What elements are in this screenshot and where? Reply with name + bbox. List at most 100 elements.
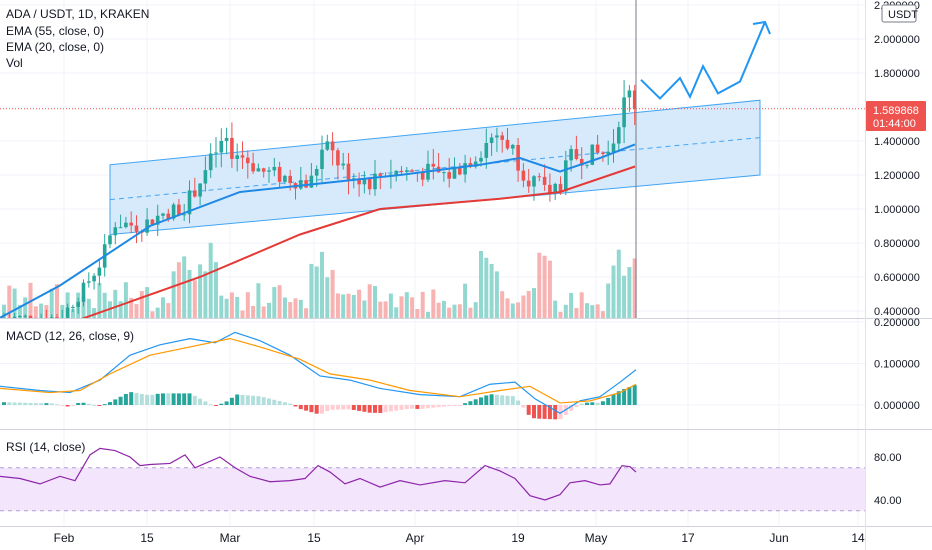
candle-body — [553, 183, 557, 194]
candle-body — [341, 163, 345, 166]
macd-histogram-bar — [622, 388, 627, 405]
rsi-axis[interactable]: 80.00 40.00 — [874, 452, 902, 507]
volume-bar — [585, 303, 589, 318]
volume-bar — [17, 304, 22, 318]
macd-histogram-bar — [166, 393, 171, 405]
volume-legend: Vol — [6, 56, 23, 70]
volume-bar — [282, 297, 287, 318]
macd-histogram-bar — [55, 404, 59, 406]
macd-histogram-bar — [320, 405, 324, 414]
candle-body — [431, 163, 436, 167]
macd-histogram-bar — [28, 402, 33, 405]
volume-bar — [431, 289, 436, 318]
volume-bar — [558, 311, 563, 318]
macd-axis[interactable]: 0.200000 0.100000 0.000000 — [874, 317, 920, 412]
macd-histogram-bar — [341, 405, 346, 410]
macd-histogram-bar — [558, 405, 563, 420]
candle-body — [458, 168, 462, 175]
candle-body — [526, 180, 531, 187]
time-tick-label: Apr — [406, 531, 425, 545]
time-tick-label: Feb — [54, 531, 75, 545]
rsi-tick-label: 40.00 — [874, 495, 902, 507]
rsi-tick-label: 80.00 — [874, 452, 902, 464]
volume-bar — [314, 266, 319, 318]
volume-bar — [521, 295, 526, 318]
macd-histogram-bar — [192, 395, 197, 405]
candle-body — [18, 315, 22, 317]
candle-body — [378, 173, 383, 176]
volume-bar — [362, 300, 367, 318]
currency-badge[interactable]: USDT — [881, 4, 918, 23]
macd-histogram-bar — [60, 405, 65, 406]
candle-body — [532, 176, 536, 187]
candle-body — [617, 127, 621, 144]
volume-bar — [145, 287, 150, 318]
candle-body — [632, 90, 637, 109]
candle-body — [463, 163, 467, 175]
time-tick-label: 15 — [140, 531, 154, 545]
macd-histogram-bar — [627, 387, 632, 405]
macd-histogram-bar — [436, 405, 441, 408]
projection-path[interactable] — [640, 21, 766, 100]
candle-body — [627, 90, 632, 98]
candle-body — [71, 306, 75, 308]
volume-bar — [420, 291, 425, 318]
volume-bar — [463, 283, 468, 318]
macd-histogram-bar — [293, 405, 298, 407]
candle-body — [150, 219, 155, 225]
macd-histogram-bar — [314, 405, 319, 414]
volume-bar — [505, 298, 510, 318]
macd-histogram-bar — [224, 401, 229, 405]
macd-histogram-bar — [532, 405, 536, 419]
macd-histogram-bar — [595, 402, 600, 405]
macd-histogram-bar — [214, 405, 218, 407]
macd-histogram-bar — [33, 403, 38, 405]
ema55-legend: EMA (55, close, 0) — [6, 24, 104, 38]
time-tick-label: 19 — [511, 531, 525, 545]
macd-histogram-bar — [23, 402, 28, 405]
candle-body — [187, 190, 192, 215]
volume-bar — [622, 275, 627, 318]
volume-bar — [214, 262, 218, 318]
ascending-channel[interactable] — [109, 99, 761, 236]
candle-body — [468, 163, 473, 167]
macd-histogram-bar — [547, 405, 552, 420]
volume-bar — [97, 282, 102, 318]
volume-bar — [351, 294, 356, 318]
volume-bar — [447, 307, 452, 318]
macd-histogram-bar — [86, 403, 91, 405]
price-tick-label: 1.000000 — [874, 204, 920, 216]
macd-histogram-bar — [346, 405, 351, 410]
volume-bar — [123, 282, 128, 318]
candle-body — [394, 170, 398, 175]
volume-bar — [245, 292, 250, 318]
volume-bar — [537, 252, 542, 318]
macd-histogram-bar — [537, 405, 542, 419]
volume-bar — [473, 302, 478, 318]
ema55-line — [81, 165, 636, 318]
macd-histogram-bar — [288, 403, 293, 405]
macd-histogram-bar — [383, 405, 388, 413]
macd-histogram-bar — [76, 402, 81, 405]
time-tick-label: Mar — [220, 531, 241, 545]
macd-histogram-bar — [553, 405, 558, 420]
volume-bar — [304, 308, 309, 318]
volume-bar — [330, 269, 335, 318]
candle-body — [203, 170, 208, 184]
time-tick-label: 14 — [851, 531, 865, 545]
macd-histogram-bar — [97, 405, 102, 406]
macd-histogram-bar — [600, 401, 605, 405]
macd-histogram-bar — [415, 405, 420, 409]
macd-histogram-bar — [362, 405, 367, 412]
candle-body — [500, 135, 504, 140]
macd-histogram-bar — [261, 397, 266, 405]
macd-histogram-bar — [590, 402, 595, 405]
macd-histogram-bar — [447, 405, 452, 407]
currency-badge-label: USDT — [888, 9, 918, 21]
volume-bar — [415, 309, 420, 318]
volume-bar — [542, 255, 547, 318]
candle-body — [7, 317, 12, 318]
time-axis[interactable]: Feb 15 Mar 15 Apr 19 May 17 Jun 14 — [54, 531, 865, 545]
